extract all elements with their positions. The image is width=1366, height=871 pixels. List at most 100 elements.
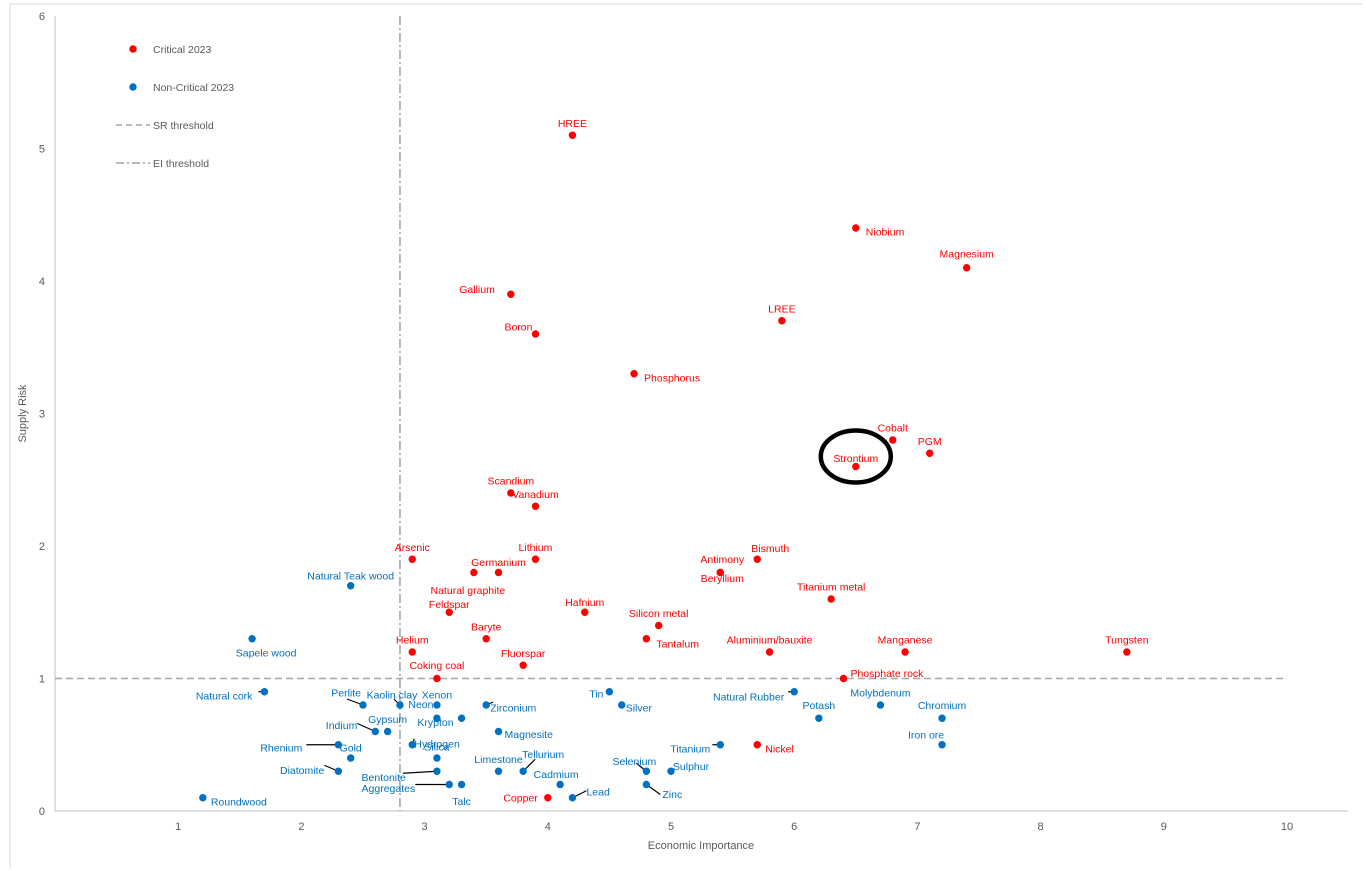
x-tick-label: 1 [175,821,181,833]
data-label: Coking coal [409,660,464,672]
legend-label: Critical 2023 [153,44,212,56]
critical-point [531,330,540,338]
data-label: Baryte [471,621,502,633]
critical-point [901,648,909,656]
non-critical-point [346,754,355,762]
data-label: Tungsten [1105,635,1149,647]
data-label: Potash [802,700,835,712]
data-label: Gypsum [368,714,407,726]
data-label: Molybdenum [850,688,910,700]
critical-point [642,635,651,643]
critical-point [1123,648,1131,656]
data-label: Boron [504,322,532,334]
critical-point [408,648,416,656]
y-tick-label: 1 [39,674,45,686]
data-label: Zinc [662,789,682,801]
data-label: Krypton [417,717,453,729]
non-critical-point [346,582,355,590]
non-critical-point [618,701,626,709]
non-critical-point [938,741,946,749]
critical-point [827,595,835,603]
y-tick-label: 5 [39,144,45,156]
critical-point [852,224,860,232]
data-label: Tantalum [656,638,699,650]
x-tick-label: 8 [1038,821,1044,833]
legend: Critical 2023 Non-Critical 2023 SR thresho… [116,44,234,170]
critical-point [753,555,761,563]
critical-point [630,370,638,378]
data-label: Scandium [487,476,534,488]
data-label: Niobium [866,227,905,239]
x-tick-label: 3 [422,821,428,833]
data-label: Cadmium [534,769,579,781]
non-critical-point [667,767,675,775]
data-label: Copper [503,792,538,804]
data-label: PGM [918,436,942,448]
non-critical-point [642,767,651,775]
critical-point [531,502,540,510]
data-label: Iron ore [908,729,944,741]
data-label: Limestone [474,754,523,766]
non-critical-point [334,767,343,775]
highlight-ellipse [818,428,894,485]
data-label: Lead [586,786,610,798]
highlight-ellipse-shape [818,428,894,485]
critical-point [519,661,527,669]
critical-point [482,635,490,643]
data-label: Kaolin clay [367,690,419,702]
non-critical-point [199,794,207,802]
x-tick-label: 7 [914,821,920,833]
non-critical-point [408,741,416,749]
critical-point [716,568,724,577]
non-critical-point [519,767,527,775]
non-critical-point [457,714,466,722]
critical-point [507,290,515,298]
non-critical-point [642,780,651,789]
non-critical-point [396,701,404,709]
data-label: Selenium [612,756,656,768]
data-label: Fluorspar [501,648,546,660]
data-label: Natural Rubber [713,691,785,703]
critical-point [494,568,503,577]
data-label: Sapele wood [236,647,297,659]
non-critical-point [433,754,441,762]
x-tick-label: 9 [1161,821,1167,833]
data-label: Phosphate rock [850,668,924,680]
critical-point [765,648,774,656]
non-critical-point [605,688,614,696]
data-label: Roundwood [211,796,267,808]
data-label: Magnesium [940,248,995,260]
critical-point [962,264,971,272]
data-label: Helium [396,635,429,647]
non-critical-point [815,714,823,722]
critical-point [568,131,577,139]
x-tick-label: 2 [298,821,304,833]
data-label: HREE [558,118,587,130]
data-label: Aggregates [362,783,416,795]
x-axis-title: Economic Importance [648,840,754,852]
data-label: Sulphur [673,761,710,773]
non-critical-point [876,701,885,709]
non-critical-point [494,767,503,775]
non-critical-point [371,727,380,736]
non-critical-point [938,714,946,722]
critical-point [753,741,761,749]
data-label: Gallium [459,284,495,296]
data-label: Manganese [878,635,933,647]
data-label: Beryllium [701,573,744,585]
non-critical-point [445,780,453,789]
leader-line [402,770,437,774]
axes: 1 2 3 4 5 6 7 8 9 10 0 1 2 3 4 5 6 [39,11,1348,833]
non-critical-point [482,701,490,709]
non-critical-point [433,767,441,775]
threshold-lines [55,16,1287,811]
x-tick-label: 4 [545,821,551,833]
data-label: Strontium [833,453,878,465]
critical-point [544,794,552,802]
critical-point [408,555,416,563]
non-critical-point [457,780,466,789]
data-label: Hafnium [565,597,604,609]
data-label: Indium [326,720,358,732]
critical-point [581,608,589,616]
critical-point [852,462,860,471]
